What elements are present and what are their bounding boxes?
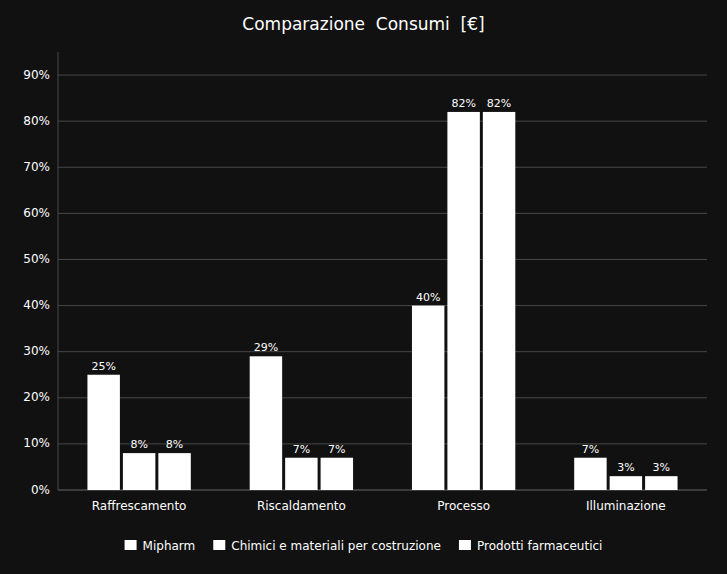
legend-swatch — [213, 540, 225, 550]
bar — [321, 458, 353, 490]
bar — [574, 458, 606, 490]
data-label: 8% — [130, 438, 147, 451]
y-tick-label: 20% — [23, 390, 50, 404]
bar — [158, 453, 190, 490]
legend-item: Prodotti farmaceutici — [459, 539, 602, 553]
bar — [483, 112, 515, 490]
legend: Mipharm Chimici e materiali per costruzio… — [125, 539, 603, 553]
grid-line — [58, 397, 707, 398]
bars — [87, 112, 677, 490]
grid-line — [58, 443, 707, 444]
grid-line — [58, 167, 707, 168]
bar — [412, 306, 444, 490]
grid-line — [58, 351, 707, 352]
y-tick-label: 0% — [31, 483, 50, 497]
x-axis: Raffrescamento Riscaldamento Processo Illum… — [92, 499, 666, 513]
data-label: 3% — [617, 461, 634, 474]
legend-swatch — [459, 540, 471, 550]
legend-label: Mipharm — [143, 539, 196, 553]
x-tick-label: Processo — [437, 499, 490, 513]
grid-line — [58, 121, 707, 122]
grid-line — [58, 213, 707, 214]
grid-line — [58, 75, 707, 76]
chart: Comparazione Consumi [€] 0% 10% 20% 30% 40% 50… — [0, 0, 727, 574]
legend-item: Chimici e materiali per costruzione — [213, 539, 441, 553]
y-tick-label: 80% — [23, 114, 50, 128]
y-tick-label: 60% — [23, 206, 50, 220]
y-tick-label: 10% — [23, 436, 50, 450]
data-label: 3% — [653, 461, 670, 474]
data-label: 40% — [416, 291, 440, 304]
grid — [58, 75, 707, 490]
x-tick-label: Raffrescamento — [92, 499, 187, 513]
data-label: 82% — [451, 97, 475, 110]
data-label: 25% — [91, 360, 115, 373]
bar — [645, 476, 677, 490]
legend-swatch — [125, 540, 137, 550]
legend-label: Chimici e materiali per costruzione — [231, 539, 441, 553]
data-label: 7% — [328, 443, 345, 456]
bar — [123, 453, 155, 490]
y-axis: 0% 10% 20% 30% 40% 50% 60% 70% 80% 90% — [23, 52, 707, 497]
legend-label: Prodotti farmaceutici — [477, 539, 602, 553]
bar — [285, 458, 317, 490]
data-label: 7% — [582, 443, 599, 456]
y-tick-label: 40% — [23, 298, 50, 312]
bar — [610, 476, 642, 490]
bar — [87, 375, 119, 490]
data-label: 29% — [254, 341, 278, 354]
grid-line — [58, 305, 707, 306]
y-axis-line — [58, 52, 59, 490]
y-tick-label: 30% — [23, 344, 50, 358]
y-tick-label: 50% — [23, 252, 50, 266]
data-labels: 25% 29% 40% 7% 8% 7% 82% 3% 8% 7% 82% 3% — [91, 97, 670, 474]
x-tick-label: Riscaldamento — [257, 499, 346, 513]
background — [0, 0, 727, 574]
y-tick-label: 90% — [23, 68, 50, 82]
data-label: 8% — [166, 438, 183, 451]
title: Comparazione Consumi [€] — [242, 14, 484, 34]
x-tick-label: Illuminazione — [586, 499, 666, 513]
bar — [250, 356, 282, 490]
bar — [447, 112, 479, 490]
data-label: 82% — [487, 97, 511, 110]
legend-item: Mipharm — [125, 539, 196, 553]
data-label: 7% — [293, 443, 310, 456]
grid-line — [58, 259, 707, 260]
y-tick-label: 70% — [23, 160, 50, 174]
